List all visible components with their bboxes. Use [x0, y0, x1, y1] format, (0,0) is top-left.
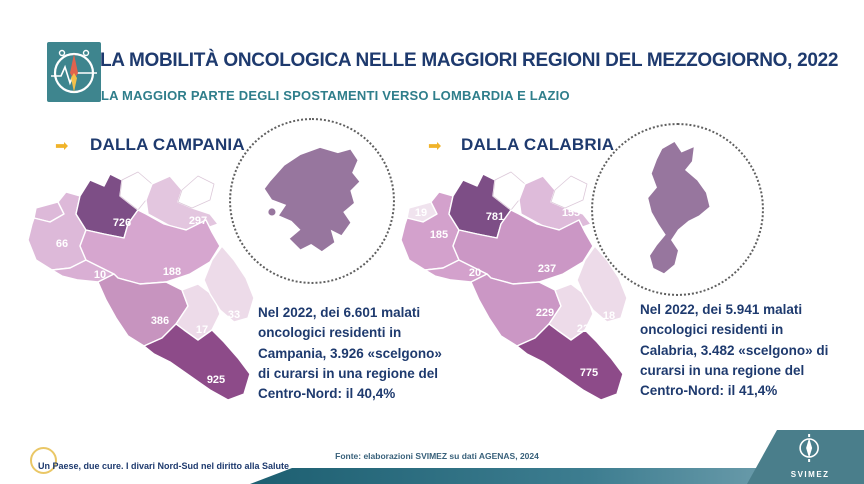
svimez-wordmark: SVIMEZ	[790, 470, 830, 479]
report-tagline: Un Paese, due cure. I divari Nord-Sud ne…	[38, 461, 290, 471]
calabria-silhouette	[647, 142, 709, 274]
footer-gradient-bar	[250, 468, 864, 484]
report-ring-icon	[30, 447, 57, 474]
report-compass-logo	[47, 42, 101, 102]
compass-icon	[51, 49, 97, 94]
source-note: Fonte: elaborazioni SVIMEZ su dati AGENA…	[335, 451, 539, 461]
value-label-lazio: 925	[207, 374, 225, 386]
page-title: LA MOBILITÀ ONCOLOGICA NELLE MAGGIORI RE…	[100, 50, 839, 71]
note-campania: Nel 2022, dei 6.601 malati oncologici re…	[258, 305, 442, 401]
svimez-compass-icon	[798, 434, 819, 462]
arrow-right-icon: ➡	[55, 138, 69, 155]
value-label-valledaosta: 19	[415, 207, 427, 219]
value-label-liguria: 20	[469, 267, 481, 279]
region-marche	[203, 245, 255, 323]
region-lazio	[516, 323, 624, 401]
ischia-island-dot	[268, 208, 276, 216]
svimez-logo-box: SVIMEZ	[747, 430, 864, 484]
value-label-lombardia: 726	[113, 217, 131, 229]
value-label-veneto: 155	[562, 207, 580, 219]
value-label-piemonte: 66	[56, 238, 68, 250]
region-lazio	[143, 323, 251, 401]
value-label-emilia: 188	[163, 266, 181, 278]
region-friuli	[177, 175, 215, 209]
value-label-liguria: 10	[94, 269, 106, 281]
note-calabria: Nel 2022, dei 5.941 malati oncologici re…	[640, 302, 829, 398]
region-friuli	[550, 175, 588, 209]
value-label-lazio: 775	[580, 367, 598, 379]
value-label-toscana: 386	[151, 315, 169, 327]
calabria-region-shape	[647, 142, 709, 274]
value-label-veneto: 297	[189, 215, 207, 227]
campania-region-shape	[264, 147, 360, 251]
value-label-umbria: 22	[577, 323, 589, 335]
campania-silhouette	[264, 147, 360, 251]
inset-circle-calabria	[591, 123, 764, 296]
inset-circle-campania	[229, 118, 395, 284]
panel-heading-calabria: DALLA CALABRIA	[461, 135, 615, 154]
value-label-umbria: 17	[196, 324, 208, 336]
choropleth-map-calabria: 19 185 781 155 20 237 229 22 18 775	[400, 171, 628, 401]
value-label-lombardia: 781	[486, 211, 504, 223]
region-marche	[576, 245, 628, 323]
page-subtitle: LA MAGGIOR PARTE DEGLI SPOSTAMENTI VERSO…	[101, 88, 570, 103]
choropleth-map-campania: 66 726 297 10 188 386 17 33 925	[27, 171, 255, 401]
value-label-marche: 18	[603, 310, 615, 322]
value-label-marche: 33	[228, 309, 240, 321]
panel-heading-campania: DALLA CAMPANIA	[90, 135, 245, 154]
arrow-right-icon: ➡	[428, 138, 442, 155]
value-label-piemonte: 185	[430, 229, 448, 241]
value-label-emilia: 237	[538, 263, 556, 275]
value-label-toscana: 229	[536, 307, 554, 319]
